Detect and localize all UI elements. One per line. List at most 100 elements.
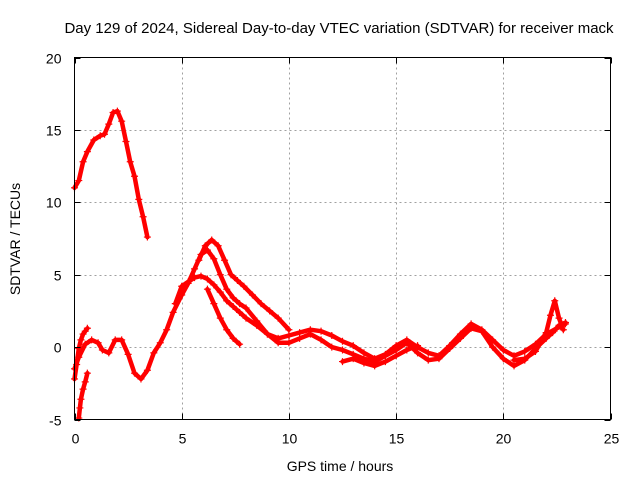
data-point xyxy=(285,326,293,334)
data-point xyxy=(236,308,244,316)
data-point xyxy=(435,352,443,360)
data-point xyxy=(551,297,559,305)
data-point xyxy=(156,339,164,347)
data-point xyxy=(242,304,250,312)
data-point xyxy=(339,358,346,366)
data-point xyxy=(339,337,346,345)
series-line xyxy=(72,247,568,382)
data-point xyxy=(178,282,186,290)
data-point xyxy=(195,256,203,264)
data-point xyxy=(328,343,336,351)
data-point xyxy=(229,334,237,342)
data-point xyxy=(392,342,400,350)
data-point xyxy=(76,404,84,412)
y-tick-label: 5 xyxy=(54,268,62,284)
data-point xyxy=(328,332,336,340)
data-point xyxy=(296,329,304,337)
data-point xyxy=(201,242,209,250)
data-point xyxy=(83,369,91,377)
data-point xyxy=(559,326,567,334)
axis-ticks: 0 5 10 15 20 25 -5 0 5 10 15 20 xyxy=(46,51,620,447)
data-point xyxy=(210,281,218,289)
data-point xyxy=(118,117,126,125)
series-5 xyxy=(171,272,569,363)
data-point xyxy=(478,326,486,334)
data-point xyxy=(510,356,518,364)
data-point xyxy=(94,339,102,347)
data-point xyxy=(75,353,83,361)
data-point xyxy=(137,375,145,383)
data-point xyxy=(124,350,132,358)
y-tick-label: 0 xyxy=(54,340,62,356)
data-point xyxy=(317,327,325,335)
x-tick-label: 5 xyxy=(179,431,187,447)
data-point xyxy=(253,321,261,329)
series-9 xyxy=(510,297,567,364)
data-point xyxy=(109,109,117,117)
x-tick-label: 20 xyxy=(496,431,512,447)
data-point xyxy=(489,336,497,344)
data-series-group xyxy=(71,107,569,422)
data-point xyxy=(105,349,113,357)
data-point xyxy=(171,300,179,308)
data-point xyxy=(499,355,507,363)
data-point xyxy=(381,358,389,366)
data-point xyxy=(371,362,379,370)
data-point xyxy=(79,158,87,166)
series-line xyxy=(205,286,242,347)
data-point xyxy=(113,107,121,115)
plot-frame xyxy=(74,57,611,420)
series-line xyxy=(340,343,420,369)
data-point xyxy=(349,342,357,350)
data-point xyxy=(105,120,113,128)
data-point xyxy=(111,336,119,344)
x-axis-label: GPS time / hours xyxy=(287,458,394,474)
data-point xyxy=(197,272,205,280)
data-point xyxy=(233,276,241,284)
data-point xyxy=(229,294,237,302)
data-point xyxy=(83,148,91,156)
series-6 xyxy=(195,236,293,334)
data-point xyxy=(240,282,248,290)
data-point xyxy=(236,300,244,308)
data-point xyxy=(131,369,139,377)
data-point xyxy=(79,385,87,393)
data-point xyxy=(98,346,106,354)
data-point xyxy=(143,366,151,374)
series-1 xyxy=(71,107,151,241)
data-point xyxy=(163,326,171,334)
y-axis-label: SDTVAR / TECUs xyxy=(7,183,23,295)
data-point xyxy=(101,130,109,138)
data-point xyxy=(203,285,211,293)
data-point xyxy=(223,297,231,305)
x-tick-label: 15 xyxy=(389,431,405,447)
data-point xyxy=(499,346,507,354)
x-tick-label: 25 xyxy=(604,431,620,447)
data-point xyxy=(274,334,282,342)
data-point xyxy=(360,349,368,357)
data-point xyxy=(75,177,83,185)
data-point xyxy=(77,336,85,344)
data-point xyxy=(521,355,529,363)
data-point xyxy=(216,271,224,279)
data-point xyxy=(553,324,561,332)
y-tick-label: -5 xyxy=(49,413,62,429)
data-point xyxy=(216,314,224,322)
data-point xyxy=(257,300,265,308)
data-point xyxy=(223,285,231,293)
chart-title: Day 129 of 2024, Sidereal Day-to-day VTE… xyxy=(64,20,614,37)
data-point xyxy=(542,329,550,337)
x-tick-label: 10 xyxy=(282,431,298,447)
data-point xyxy=(317,336,325,344)
data-point xyxy=(210,300,218,308)
series-4 xyxy=(71,246,569,383)
data-point xyxy=(360,359,368,367)
data-point xyxy=(236,340,244,348)
y-tick-label: 20 xyxy=(46,51,62,67)
data-point xyxy=(227,271,235,279)
data-point xyxy=(126,158,134,166)
data-point xyxy=(191,274,199,282)
data-point xyxy=(285,339,293,347)
data-point xyxy=(306,326,314,334)
data-point xyxy=(467,320,475,328)
